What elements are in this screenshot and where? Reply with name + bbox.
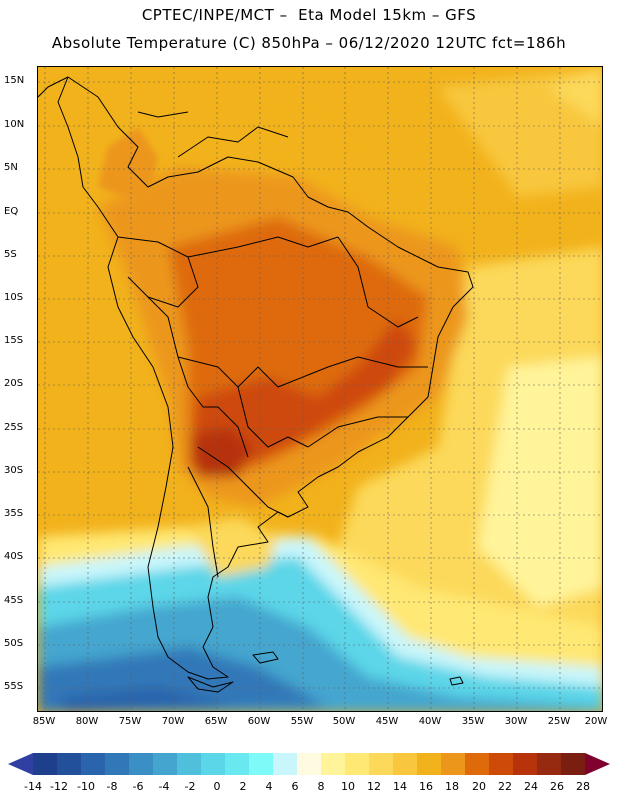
lon-label: 80W [75, 716, 99, 727]
lat-label: 25S [4, 422, 24, 433]
lat-label: 45S [4, 595, 24, 606]
colorbar-swatch [321, 753, 346, 775]
colorbar-label: 22 [498, 780, 512, 793]
colorbar-swatch [225, 753, 250, 775]
colorbar-label: 6 [291, 780, 299, 793]
colorbar-label: 28 [576, 780, 590, 793]
colorbar-label: 20 [472, 780, 486, 793]
lat-label: EQ [4, 206, 19, 217]
lon-label: 65W [204, 716, 228, 727]
lon-label: 60W [247, 716, 271, 727]
colorbar-swatch [249, 753, 274, 775]
lat-label: 35S [4, 508, 24, 519]
colorbar-label: -6 [132, 780, 144, 793]
lon-label: 35W [461, 716, 485, 727]
lat-label: 10N [4, 119, 25, 130]
colorbar-swatch [489, 753, 514, 775]
colorbar-swatch [129, 753, 154, 775]
lat-label: 20S [4, 378, 24, 389]
lon-label: 50W [332, 716, 356, 727]
lon-label: 25W [547, 716, 571, 727]
colorbar-swatch [561, 753, 586, 775]
colorbar-label: 8 [317, 780, 325, 793]
colorbar-swatch [57, 753, 82, 775]
temperature-map [37, 66, 603, 712]
colorbar-swatch [513, 753, 538, 775]
colorbar-min-arrow [8, 753, 33, 775]
colorbar-swatch [297, 753, 322, 775]
lon-label: 30W [504, 716, 528, 727]
lat-label: 50S [4, 638, 24, 649]
colorbar-label: -12 [50, 780, 68, 793]
colorbar-swatch [417, 753, 442, 775]
colorbar-label: 10 [341, 780, 355, 793]
colorbar-swatch [369, 753, 394, 775]
lat-label: 40S [4, 551, 24, 562]
lon-label: 85W [32, 716, 56, 727]
colorbar-swatch [441, 753, 466, 775]
colorbar-swatch [201, 753, 226, 775]
lat-label: 5S [4, 249, 17, 260]
colorbar-swatch [33, 753, 58, 775]
title-line-1: CPTEC/INPE/MCT – Eta Model 15km – GFS [141, 6, 477, 24]
colorbar-label: -14 [24, 780, 42, 793]
colorbar-label: 26 [550, 780, 564, 793]
colorbar-label: 4 [265, 780, 273, 793]
lon-label: 70W [161, 716, 185, 727]
colorbar-label: -4 [158, 780, 170, 793]
lat-label: 5N [4, 162, 18, 173]
colorbar-swatch [345, 753, 370, 775]
lon-label: 20W [584, 716, 608, 727]
lat-label: 15N [4, 75, 25, 86]
lon-label: 45W [375, 716, 399, 727]
coastlines [38, 76, 474, 693]
colorbar-label: 24 [524, 780, 538, 793]
lat-label: 15S [4, 335, 24, 346]
colorbar-label: -2 [184, 780, 196, 793]
colorbar-swatch [81, 753, 106, 775]
graticule [38, 67, 602, 711]
colorbar-swatch [105, 753, 130, 775]
colorbar-swatch [177, 753, 202, 775]
lat-label: 30S [4, 465, 24, 476]
colorbar-label: 14 [393, 780, 407, 793]
colorbar-label: -8 [106, 780, 118, 793]
lat-label: 10S [4, 292, 24, 303]
map-canvas [38, 67, 602, 711]
lon-label: 40W [418, 716, 442, 727]
colorbar-label: 16 [419, 780, 433, 793]
lat-label: 55S [4, 681, 24, 692]
colorbar-max-arrow [585, 753, 610, 775]
colorbar-swatch [273, 753, 298, 775]
lon-label: 55W [290, 716, 314, 727]
colorbar-swatch [393, 753, 418, 775]
colorbar [8, 753, 610, 775]
colorbar-label: -10 [77, 780, 95, 793]
colorbar-swatch [153, 753, 178, 775]
colorbar-label: 12 [367, 780, 381, 793]
colorbar-label: 2 [239, 780, 247, 793]
title-line-2: Absolute Temperature (C) 850hPa – 06/12/… [51, 34, 567, 52]
lon-label: 75W [118, 716, 142, 727]
colorbar-label: 0 [213, 780, 221, 793]
colorbar-swatch [465, 753, 490, 775]
colorbar-label: 18 [445, 780, 459, 793]
colorbar-swatch [537, 753, 562, 775]
